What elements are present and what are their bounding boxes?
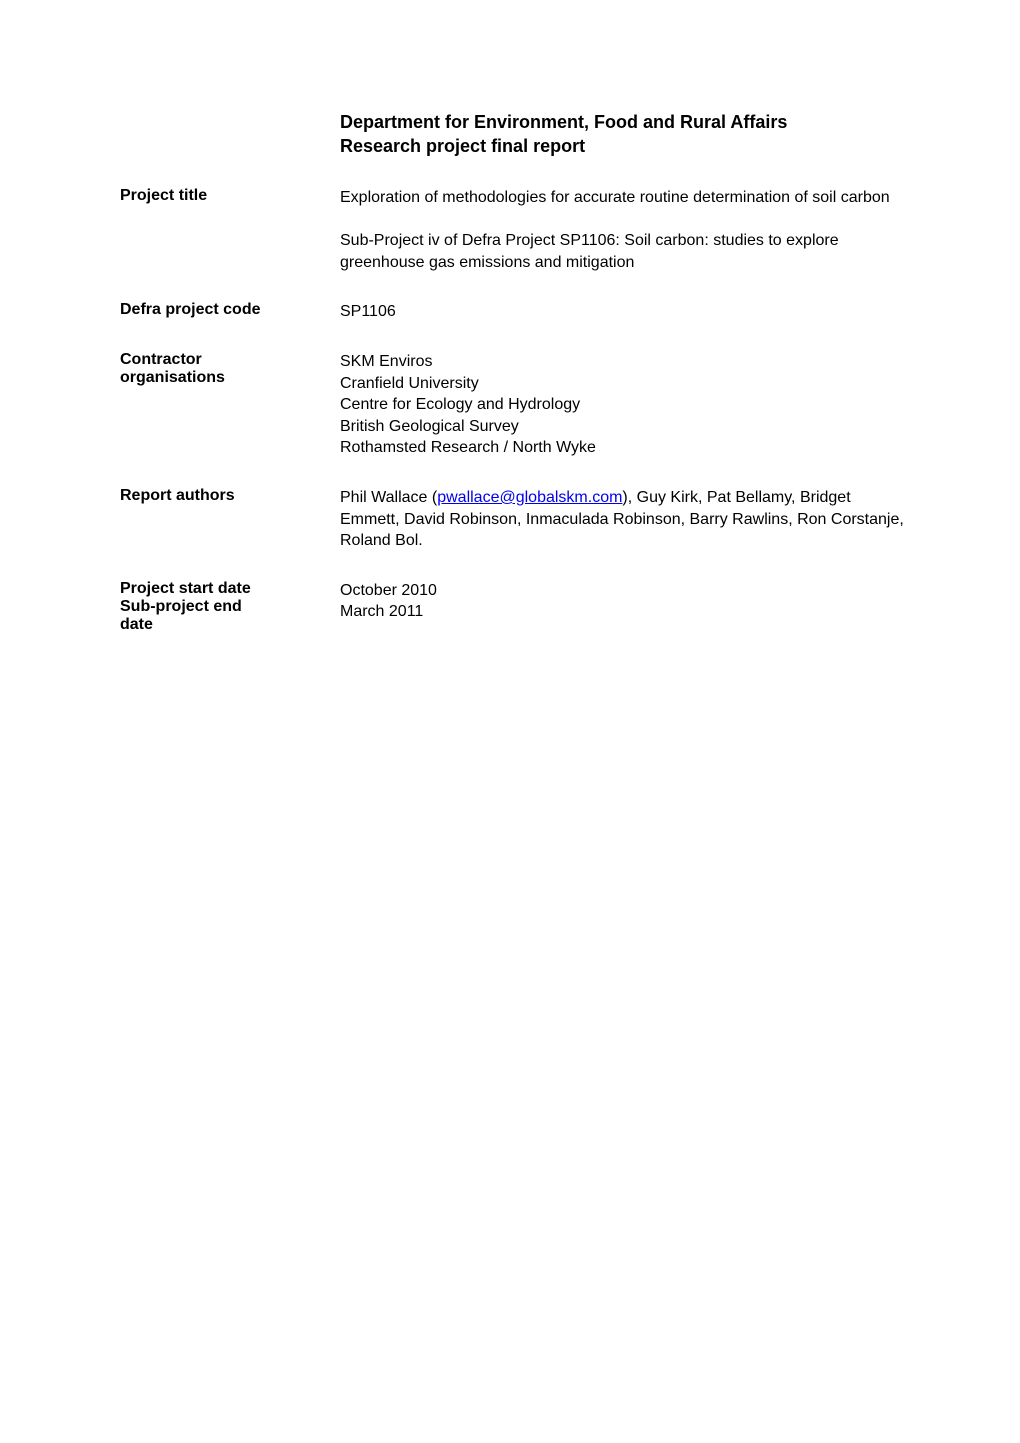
dates-content: October 2010 March 2011	[340, 580, 910, 634]
project-code-row: Defra project code SP1106	[120, 301, 910, 323]
project-code-label: Defra project code	[120, 301, 340, 323]
dates-label: Project start date Sub-project end date	[120, 580, 340, 634]
contractor-label: Contractor organisations	[120, 351, 340, 459]
authors-row: Report authors Phil Wallace (pwallace@gl…	[120, 487, 910, 552]
contractor-line-1: SKM Enviros	[340, 351, 910, 373]
header-line-2: Research project final report	[340, 134, 910, 158]
contractor-label-line-2: organisations	[120, 369, 340, 387]
contractor-line-3: Centre for Ecology and Hydrology	[340, 394, 910, 416]
authors-prefix: Phil Wallace (	[340, 489, 437, 506]
dates-label-line-2: Sub-project end	[120, 598, 340, 616]
contractor-label-line-1: Contractor	[120, 351, 340, 369]
contractor-row: Contractor organisations SKM Enviros Cra…	[120, 351, 910, 459]
header-line-1: Department for Environment, Food and Rur…	[340, 110, 910, 134]
dates-label-line-1: Project start date	[120, 580, 340, 598]
authors-label: Report authors	[120, 487, 340, 552]
contractor-line-5: Rothamsted Research / North Wyke	[340, 437, 910, 459]
authors-content: Phil Wallace (pwallace@globalskm.com), G…	[340, 487, 910, 552]
project-title-content: Exploration of methodologies for accurat…	[340, 187, 910, 274]
dates-value-line-2: March 2011	[340, 601, 910, 623]
project-title-block-1: Exploration of methodologies for accurat…	[340, 187, 910, 209]
contractor-line-2: Cranfield University	[340, 373, 910, 395]
authors-email-link[interactable]: pwallace@globalskm.com	[437, 489, 622, 506]
contractor-content: SKM Enviros Cranfield University Centre …	[340, 351, 910, 459]
project-title-block-2: Sub-Project iv of Defra Project SP1106: …	[340, 230, 910, 273]
dates-row: Project start date Sub-project end date …	[120, 580, 910, 634]
project-title-row: Project title Exploration of methodologi…	[120, 187, 910, 274]
contractor-line-4: British Geological Survey	[340, 416, 910, 438]
project-title-label: Project title	[120, 187, 340, 274]
project-code-value: SP1106	[340, 301, 910, 323]
dates-label-line-3: date	[120, 616, 340, 634]
document-header: Department for Environment, Food and Rur…	[340, 110, 910, 159]
dates-value-line-1: October 2010	[340, 580, 910, 602]
